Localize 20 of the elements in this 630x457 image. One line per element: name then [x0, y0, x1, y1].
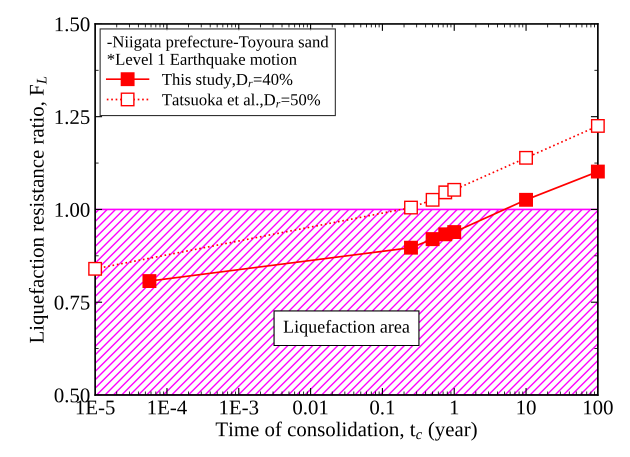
x-tick-label: 1	[450, 400, 458, 414]
x-tick-label: 1E-3	[220, 400, 258, 415]
x-tick-label: 100	[584, 400, 613, 415]
x-tick-label: 1E-4	[148, 400, 187, 414]
y-tick-label: 0.75	[54, 296, 90, 310]
x-axis-title: Time of consolidation, t$_{c}$ (year)	[216, 422, 477, 441]
x-tick-label: 1E-5	[76, 400, 115, 415]
y-tick-label: 0.50	[54, 388, 90, 403]
legend-label: This study,D$_{r}$=40%	[162, 73, 292, 88]
x-tick-label: 0.01	[293, 400, 328, 415]
x-tick-label: 10	[517, 400, 536, 415]
y-tick-label: 1.25	[56, 110, 90, 124]
band-label: Liquefaction area	[284, 320, 410, 336]
y-tick-label: 1.00	[56, 202, 90, 217]
legend-label: Tatsuoka et al.,D$_{r}$=50%	[162, 94, 320, 108]
y-tick-label: 1.50	[56, 17, 90, 32]
y-axis-title: Liquefaction resistance ratio, F$_{L}$	[28, 76, 48, 343]
annotation: *Level 1 Earthquake motion	[108, 53, 297, 68]
annotation: -Niigata prefecture-Toyoura sand	[107, 36, 328, 51]
x-tick-label: 0.1	[370, 400, 394, 415]
